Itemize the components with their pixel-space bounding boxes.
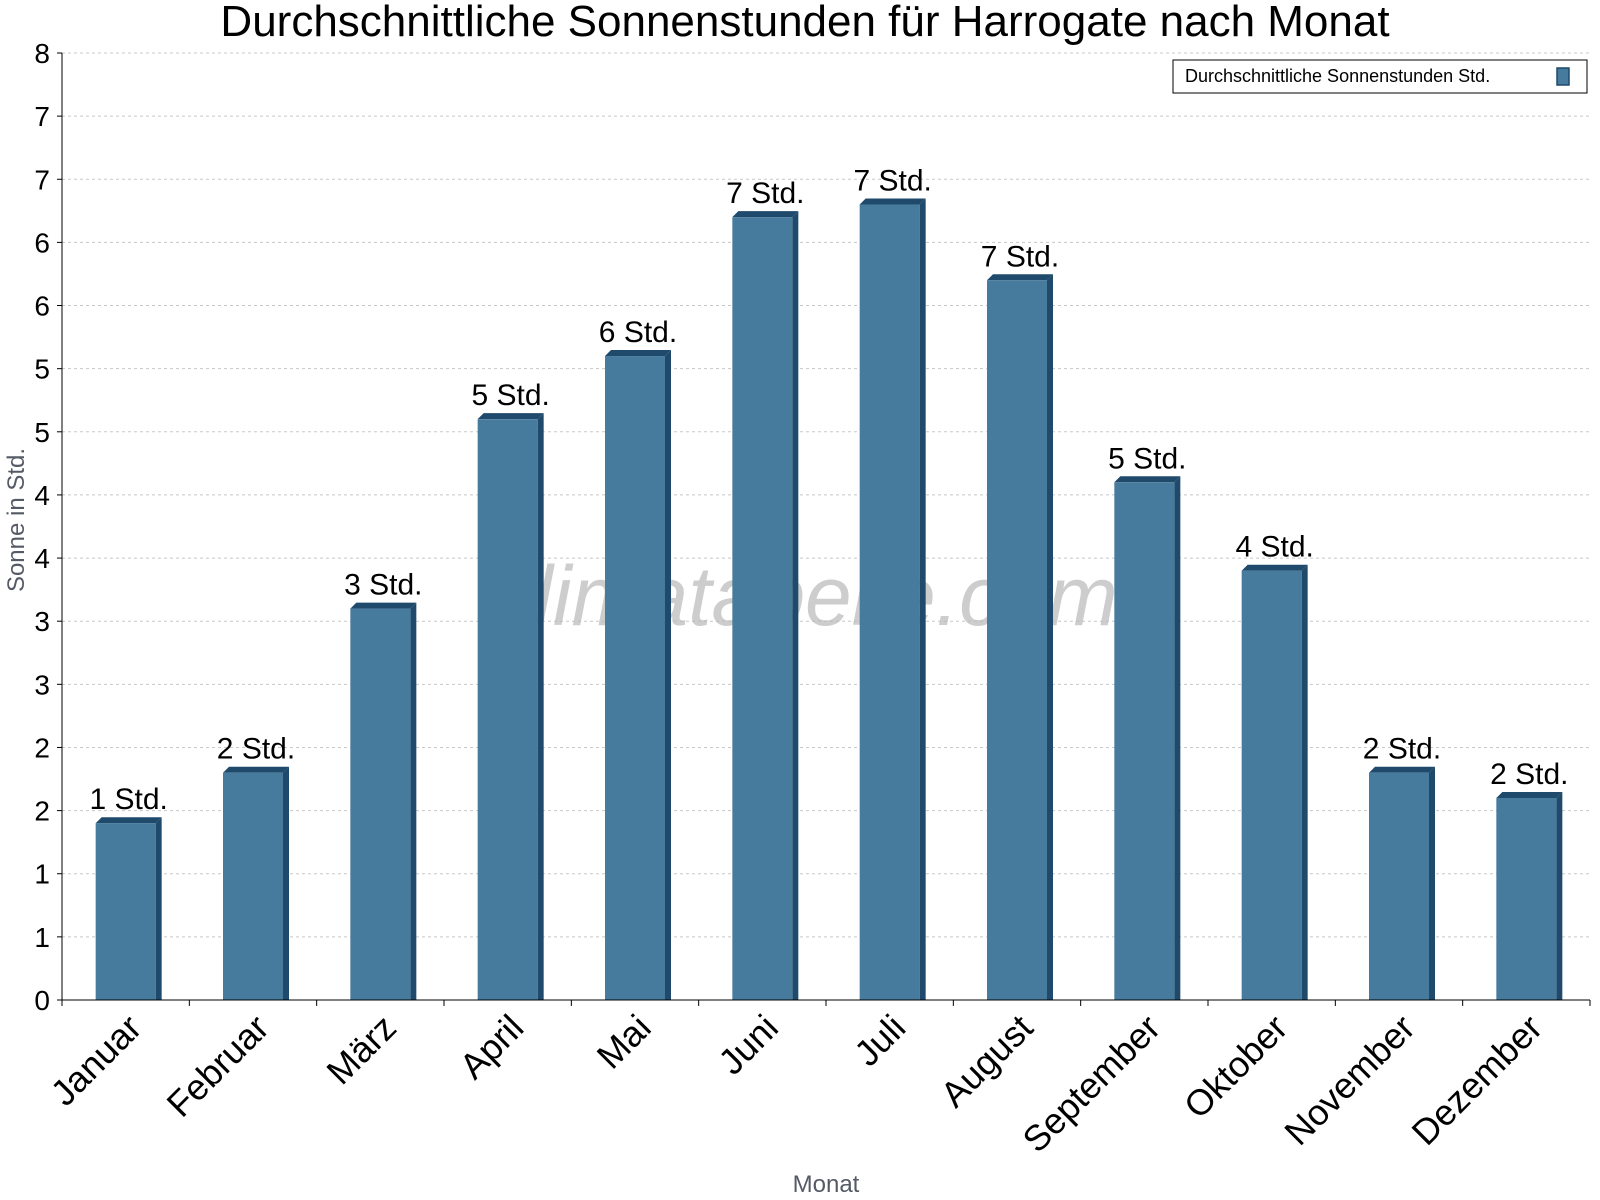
bar-side (792, 211, 799, 1000)
bar-face (1114, 482, 1175, 1001)
bar-face (1496, 797, 1557, 1000)
bar-side (1174, 476, 1181, 1001)
bar-juni (732, 211, 799, 1000)
bar-oktober (1241, 564, 1308, 1000)
data-label: 5 Std. (1108, 442, 1186, 475)
bar-side (1301, 564, 1308, 1000)
data-label: 7 Std. (981, 240, 1059, 273)
y-tick-label: 4 (34, 543, 50, 574)
y-axis-label: Sonne in Std. (3, 448, 30, 592)
bar-top (732, 211, 799, 218)
bar-dezember (1496, 791, 1563, 1000)
bar-top (350, 602, 417, 609)
bar-top (477, 413, 544, 420)
legend: Durchschnittliche Sonnenstunden Std. (1172, 59, 1588, 94)
x-tick-label: Dezember (1404, 1007, 1550, 1153)
bar-september (1114, 476, 1181, 1001)
y-tick-label: 3 (34, 606, 50, 637)
bar-face (1369, 772, 1429, 1000)
y-tick-label: 5 (34, 354, 50, 385)
bar-april (477, 413, 544, 1000)
y-tick-label: 1 (34, 922, 50, 953)
bar-top (95, 817, 162, 824)
bar-top (1369, 766, 1435, 773)
y-tick-label: 1 (34, 859, 50, 890)
y-tick-label: 7 (34, 101, 50, 132)
bar-side (1556, 791, 1563, 1000)
y-tick-label: 6 (34, 227, 50, 258)
bar-face (605, 356, 665, 1000)
bar-side (537, 413, 544, 1000)
data-label: 2 Std. (1363, 733, 1441, 766)
x-tick-label: Februar (159, 1007, 277, 1125)
bar-face (95, 823, 156, 1000)
data-label: 1 Std. (89, 783, 167, 816)
x-tick-label: November (1276, 1007, 1422, 1153)
bar-top (987, 274, 1053, 281)
bar-side (1047, 274, 1053, 1000)
data-label: 2 Std. (217, 733, 295, 766)
bar-top (1114, 476, 1181, 483)
data-label: 2 Std. (1490, 758, 1568, 791)
y-tick-label: 5 (34, 417, 50, 448)
legend-swatch (1556, 67, 1570, 86)
bar-januar (95, 817, 162, 1000)
bar-august (987, 274, 1053, 1000)
x-tick-label: September (1014, 1007, 1168, 1161)
y-tick-label: 7 (34, 164, 50, 195)
y-tick-label: 0 (34, 985, 50, 1016)
bar-face (223, 772, 283, 1000)
bar-top (605, 350, 671, 357)
bar-side (410, 602, 417, 1000)
data-label: 6 Std. (599, 316, 677, 349)
data-label: 5 Std. (471, 379, 549, 412)
bar-face (350, 608, 411, 1000)
bar-side (665, 350, 671, 1000)
x-tick-label: August (932, 1007, 1040, 1115)
bar-side (919, 198, 926, 1000)
data-label: 4 Std. (1235, 531, 1313, 564)
y-tick-label: 3 (34, 669, 50, 700)
y-tick-label: 4 (34, 480, 50, 511)
bar-top (1496, 791, 1563, 798)
bar-top (859, 198, 926, 205)
legend-box (1172, 59, 1588, 94)
bar-märz (350, 602, 417, 1000)
bar-november (1369, 766, 1435, 1000)
y-tick-label: 8 (34, 38, 50, 69)
y-tick-label: 2 (34, 796, 50, 827)
bar-mai (605, 350, 671, 1000)
x-tick-label: Oktober (1176, 1007, 1296, 1127)
x-tick-label: April (451, 1007, 531, 1087)
bar-top (1241, 564, 1308, 571)
x-tick-label: März (318, 1007, 404, 1093)
bars: 1 Std. 2 Std. 3 Std. 5 Std. 6 Std. 7 Std. 7 St… (89, 165, 1569, 1001)
x-tick-label: Mai (589, 1007, 659, 1077)
data-label: 7 Std. (853, 165, 931, 198)
bar-juli (859, 198, 926, 1000)
bar-top (223, 766, 289, 773)
x-tick-label: Januar (42, 1007, 149, 1114)
bar-face (859, 204, 920, 1000)
x-tick-label: Juli (846, 1007, 913, 1074)
x-tick-label: Juni (710, 1007, 786, 1083)
y-tick-label: 6 (34, 291, 50, 322)
data-label: 7 Std. (726, 177, 804, 210)
bar-side (283, 766, 289, 1000)
y-tick-label: 2 (34, 732, 50, 763)
bar-face (732, 217, 793, 1000)
data-label: 3 Std. (344, 569, 422, 602)
chart-title: Durchschnittliche Sonnenstunden für Harr… (220, 0, 1389, 46)
bar-face (477, 419, 538, 1000)
bar-face (987, 280, 1047, 1000)
bar-side (155, 817, 162, 1000)
bar-februar (223, 766, 289, 1000)
legend-label: Durchschnittliche Sonnenstunden Std. (1185, 66, 1490, 86)
bar-side (1429, 766, 1435, 1000)
gridlines (62, 52, 1590, 938)
x-axis-label: Monat (793, 1171, 860, 1198)
bar-face (1241, 570, 1302, 1000)
